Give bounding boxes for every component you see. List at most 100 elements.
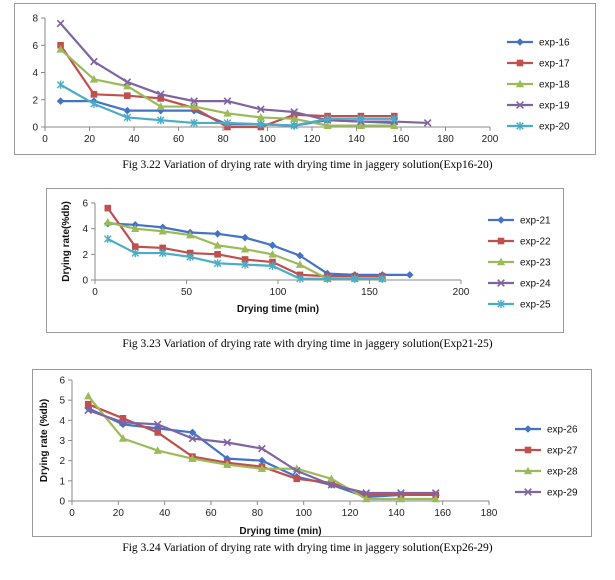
data-point bbox=[156, 90, 165, 99]
data-point bbox=[356, 121, 366, 129]
data-point bbox=[190, 118, 198, 128]
x-tick-label: 40 bbox=[159, 508, 171, 519]
legend-label: exp-19 bbox=[539, 101, 570, 112]
chart-panel-exp16-20: 0 2 4 6 8 0 20 40 60 80 100 120 140 160 180 200 exp-16 ex… bbox=[14, 3, 596, 155]
data-point bbox=[156, 106, 165, 115]
data-point bbox=[223, 460, 232, 468]
y-tick-label: 6 bbox=[82, 199, 88, 210]
data-point bbox=[327, 481, 336, 489]
legend-label: exp-22 bbox=[520, 237, 551, 248]
data-point bbox=[223, 109, 232, 117]
legend-entry-exp-26: exp-26 bbox=[515, 425, 578, 436]
x-tick-label: 200 bbox=[453, 287, 470, 298]
data-point bbox=[323, 274, 332, 283]
series-exp-29 bbox=[84, 406, 440, 497]
data-point bbox=[119, 418, 127, 427]
data-point bbox=[104, 204, 112, 212]
y-tick-label: 6 bbox=[59, 376, 65, 387]
series-line-exp-21 bbox=[107, 222, 410, 276]
x-tick-label: 50 bbox=[181, 287, 193, 298]
data-point bbox=[290, 114, 299, 123]
data-point bbox=[123, 78, 132, 86]
data-point bbox=[328, 479, 335, 487]
data-point bbox=[323, 114, 332, 123]
data-point bbox=[56, 97, 65, 105]
x-tick-label: 100 bbox=[270, 287, 287, 298]
x-tick-label: 140 bbox=[348, 134, 365, 145]
data-point bbox=[84, 406, 93, 415]
y-tick-label: 2 bbox=[59, 456, 65, 467]
data-point bbox=[257, 120, 265, 129]
y-tick-label: 4 bbox=[59, 416, 65, 427]
series-exp-20 bbox=[56, 80, 399, 130]
legend-marker bbox=[497, 216, 505, 224]
data-point bbox=[104, 234, 112, 244]
legend-entry-exp-22: exp-22 bbox=[488, 237, 551, 248]
data-point bbox=[257, 464, 267, 473]
y-tick-label: 4 bbox=[32, 68, 38, 79]
data-point bbox=[268, 250, 277, 258]
y-tick-label: 2 bbox=[82, 250, 88, 261]
data-point bbox=[290, 108, 299, 116]
series-exp-28 bbox=[84, 391, 440, 503]
data-point bbox=[90, 91, 98, 98]
series-exp-17 bbox=[57, 41, 398, 131]
data-point bbox=[431, 489, 440, 497]
data-point bbox=[119, 415, 127, 422]
series-exp-19 bbox=[56, 19, 432, 127]
data-point bbox=[241, 256, 249, 263]
y-tick-label: 5 bbox=[59, 396, 65, 407]
data-point bbox=[123, 106, 132, 115]
legend-entry-exp-27: exp-27 bbox=[515, 446, 578, 457]
x-tick-label: 0 bbox=[69, 508, 75, 519]
series-line-exp-19 bbox=[59, 22, 428, 125]
legend-marker bbox=[516, 59, 524, 67]
x-tick-label: 120 bbox=[304, 134, 321, 145]
data-point bbox=[362, 494, 371, 503]
data-point bbox=[156, 102, 165, 110]
data-point bbox=[256, 105, 265, 114]
legend-marker bbox=[524, 446, 532, 454]
y-axis-title: Drying rate(%db) bbox=[61, 201, 72, 282]
legend-marker bbox=[516, 101, 524, 109]
data-point bbox=[188, 454, 197, 462]
legend-entry-exp-21: exp-21 bbox=[488, 216, 551, 227]
y-tick-label: 0 bbox=[82, 276, 88, 287]
series-exp-25 bbox=[104, 234, 387, 283]
data-point bbox=[323, 121, 332, 129]
series-exp-18 bbox=[56, 45, 399, 129]
data-point bbox=[213, 241, 222, 249]
data-point bbox=[156, 116, 165, 125]
legend-label: exp-26 bbox=[547, 425, 578, 436]
x-tick-label: 180 bbox=[437, 134, 454, 145]
series-line-exp-26 bbox=[87, 407, 436, 499]
legend-entry-exp-16: exp-16 bbox=[507, 38, 570, 49]
x-tick-label: 20 bbox=[84, 134, 96, 145]
data-point bbox=[157, 95, 164, 102]
data-point bbox=[223, 97, 232, 105]
data-point bbox=[258, 456, 266, 465]
data-point bbox=[56, 19, 65, 28]
data-point bbox=[296, 251, 304, 260]
data-point bbox=[397, 489, 405, 497]
y-tick-label: 8 bbox=[32, 14, 38, 25]
series-exp-21 bbox=[104, 219, 414, 279]
figure-caption-3-24: Fig 3.24 Variation of drying rate with d… bbox=[122, 542, 493, 554]
x-tick-label: 160 bbox=[434, 508, 451, 519]
series-line-exp-29 bbox=[87, 409, 436, 495]
data-point bbox=[153, 420, 162, 429]
data-point bbox=[190, 97, 198, 105]
legend-marker bbox=[516, 38, 524, 46]
data-point bbox=[351, 274, 359, 283]
chart-panel-exp26-29: 0 1 2 3 4 5 6 0 20 40 60 80 100 120 140 160 180 Drying ti… bbox=[32, 369, 592, 537]
data-point bbox=[423, 119, 432, 127]
legend-entry-exp-19: exp-19 bbox=[507, 101, 570, 112]
data-point bbox=[123, 81, 132, 90]
data-point bbox=[123, 113, 132, 122]
data-point bbox=[357, 114, 365, 123]
data-point bbox=[241, 233, 249, 242]
figure-caption-3-23: Fig 3.23 Variation of drying rate with d… bbox=[122, 338, 493, 350]
x-tick-label: 100 bbox=[259, 134, 276, 145]
y-tick-label: 2 bbox=[32, 95, 38, 106]
data-point bbox=[90, 57, 98, 66]
